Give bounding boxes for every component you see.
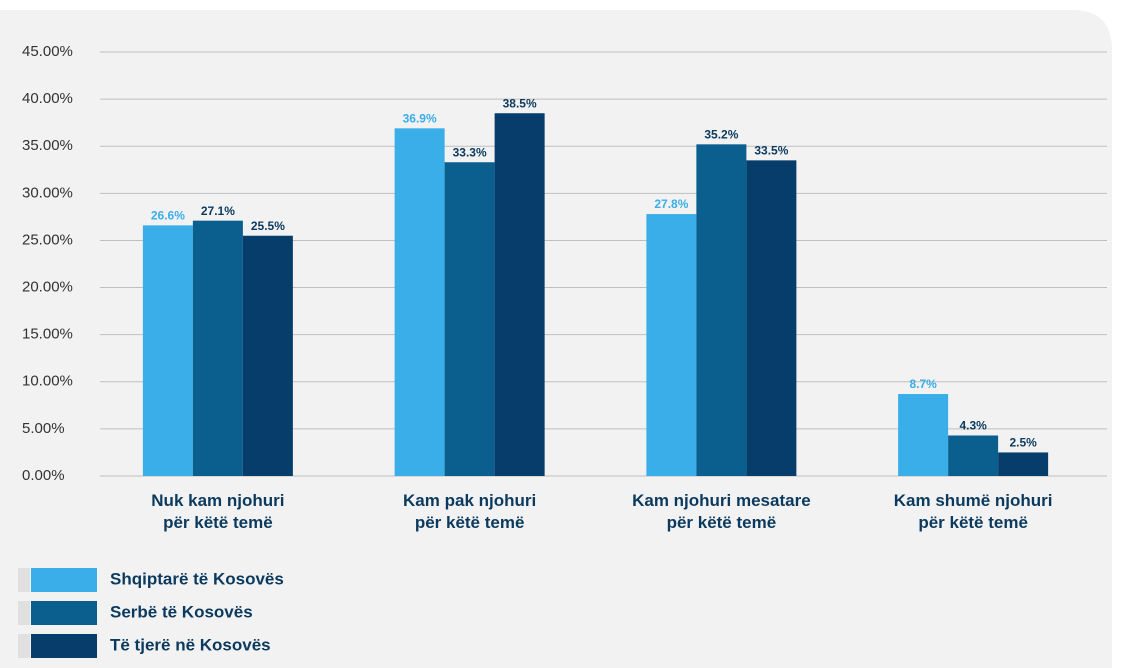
x-tick-label: Nuk kam njohuri për këtë temë bbox=[151, 491, 284, 532]
x-tick-line: Kam pak njohuri bbox=[403, 491, 536, 510]
bar bbox=[142, 225, 193, 476]
legend-label: Serbë të Kosovës bbox=[110, 602, 253, 621]
value-label: 33.3% bbox=[453, 145, 487, 159]
bar bbox=[998, 452, 1049, 476]
bar bbox=[444, 162, 495, 477]
bar bbox=[494, 113, 545, 476]
y-tick-label: 0.00% bbox=[22, 467, 65, 484]
bar bbox=[394, 128, 445, 476]
y-tick-label: 35.00% bbox=[22, 137, 73, 154]
value-label: 8.7% bbox=[909, 377, 937, 391]
legend-swatch bbox=[31, 601, 97, 625]
x-tick-label: Kam njohuri mesatare për këtë temë bbox=[632, 491, 811, 532]
y-tick-label: 40.00% bbox=[22, 90, 73, 107]
value-label: 25.5% bbox=[251, 219, 285, 233]
value-label: 33.5% bbox=[754, 144, 788, 158]
bar bbox=[696, 144, 747, 477]
y-tick-label: 20.00% bbox=[22, 279, 73, 296]
x-tick-line: Kam njohuri mesatare bbox=[632, 491, 811, 510]
y-tick-label: 10.00% bbox=[22, 373, 73, 390]
bar bbox=[948, 435, 999, 476]
bar bbox=[646, 214, 697, 476]
value-label: 4.3% bbox=[959, 419, 987, 433]
value-label: 27.8% bbox=[654, 197, 688, 211]
value-label: 35.2% bbox=[704, 128, 738, 142]
x-tick-line: për këtë temë bbox=[667, 513, 777, 532]
x-tick-label: Kam shumë njohuri për këtë temë bbox=[894, 491, 1053, 532]
value-label: 36.9% bbox=[403, 111, 437, 125]
legend-stub bbox=[18, 634, 30, 658]
legend-swatch bbox=[31, 568, 97, 592]
y-tick-label: 5.00% bbox=[22, 420, 65, 437]
legend-label: Shqiptarë të Kosovës bbox=[110, 569, 284, 588]
panel bbox=[0, 10, 1112, 668]
x-tick-line: Nuk kam njohuri bbox=[151, 491, 284, 510]
x-tick-line: për këtë temë bbox=[918, 513, 1028, 532]
bar bbox=[242, 235, 293, 476]
legend-swatch bbox=[31, 634, 97, 658]
value-label: 38.5% bbox=[503, 96, 537, 110]
legend-label: Të tjerë në Kosovës bbox=[110, 635, 271, 654]
y-tick-label: 15.00% bbox=[22, 326, 73, 343]
x-tick-label: Kam pak njohuri për këtë temë bbox=[403, 491, 536, 532]
bar bbox=[746, 160, 797, 476]
y-tick-label: 25.00% bbox=[22, 231, 73, 248]
bar bbox=[898, 394, 949, 476]
value-label: 27.1% bbox=[201, 204, 235, 218]
bar bbox=[192, 220, 243, 476]
x-tick-line: për këtë temë bbox=[163, 513, 273, 532]
y-tick-label: 45.00% bbox=[22, 43, 73, 60]
y-tick-label: 30.00% bbox=[22, 184, 73, 201]
x-tick-line: për këtë temë bbox=[415, 513, 525, 532]
value-label: 2.5% bbox=[1009, 436, 1037, 450]
legend-stub bbox=[18, 568, 30, 592]
x-tick-line: Kam shumë njohuri bbox=[894, 491, 1053, 510]
legend-stub bbox=[18, 601, 30, 625]
value-label: 26.6% bbox=[151, 209, 185, 223]
